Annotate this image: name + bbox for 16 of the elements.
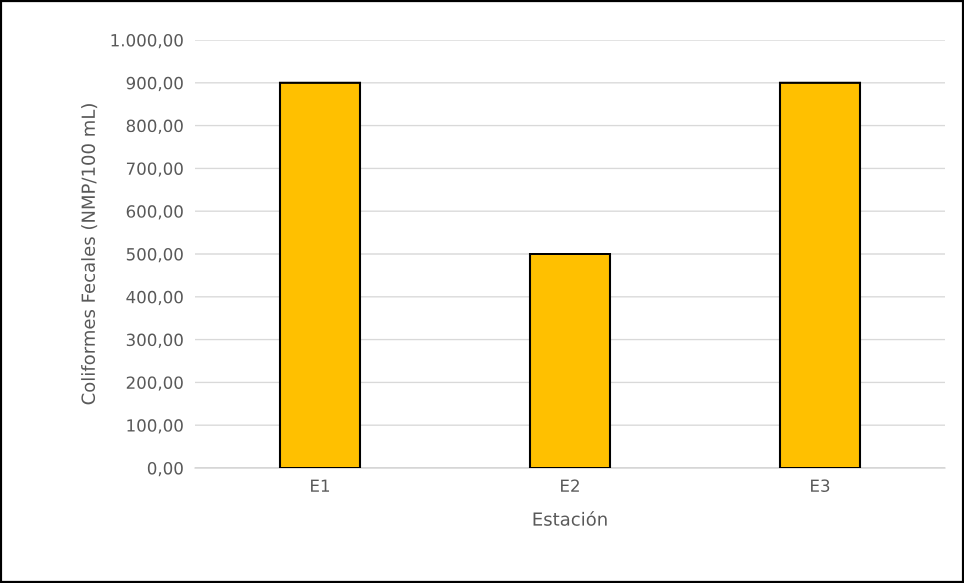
y-tick-label: 100,00 [127,419,183,434]
x-axis-title: Estación [534,511,607,526]
y-tick-label: 0,00 [148,462,183,476]
x-tick-label: E2 [561,479,579,492]
y-tick-label: 800,00 [126,120,183,134]
x-tick-label: E3 [811,479,830,492]
y-tick-label: 400,00 [126,290,183,306]
y-tick-label: 1.000,00 [112,34,183,48]
x-tick-label: E1 [311,480,330,492]
y-tick-label: 500,00 [126,248,183,262]
y-tick-label: 900,00 [126,76,183,92]
y-tick-label: 200,00 [126,376,183,391]
y-tick-label: 700,00 [126,162,183,177]
y-tick-label: 300,00 [126,334,183,348]
y-tick-label: 600,00 [126,205,183,220]
y-axis-title: Coliformes Fecales (NMP/100 mL) [81,104,98,404]
